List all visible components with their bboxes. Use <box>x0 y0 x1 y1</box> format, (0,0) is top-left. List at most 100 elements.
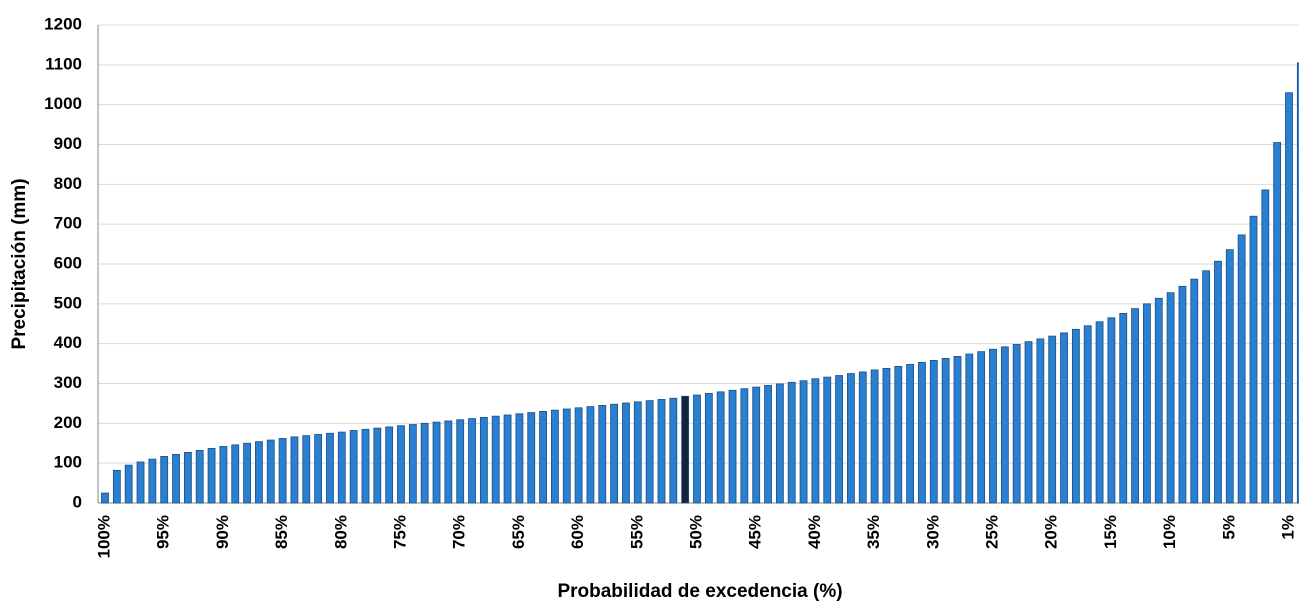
bar <box>1000 346 1009 504</box>
bar <box>610 403 619 504</box>
bar <box>101 492 109 504</box>
y-tick-label: 1000 <box>44 94 82 113</box>
bar <box>195 450 204 504</box>
bar <box>373 427 382 504</box>
bar <box>716 391 725 504</box>
bar <box>870 369 879 504</box>
bar <box>918 361 926 504</box>
bar <box>432 421 441 504</box>
bar <box>1095 321 1104 504</box>
bar <box>775 383 784 504</box>
bar <box>1036 338 1045 504</box>
bar <box>420 422 429 504</box>
bar <box>1190 278 1199 504</box>
x-tick-label: 65% <box>509 515 528 549</box>
bar <box>752 386 761 504</box>
bar <box>456 419 465 504</box>
y-tick-label: 200 <box>54 413 82 432</box>
bar <box>172 454 180 504</box>
bar <box>811 378 820 504</box>
bar <box>989 348 997 504</box>
bar <box>657 399 666 504</box>
bar <box>740 388 749 504</box>
bar <box>645 400 654 504</box>
bar <box>894 365 903 504</box>
bar <box>562 408 571 504</box>
x-tick-label: 100% <box>94 515 113 558</box>
bar <box>1024 341 1033 504</box>
bar <box>929 359 938 504</box>
bar <box>243 442 251 504</box>
bar <box>1178 285 1187 504</box>
x-tick-label: 35% <box>864 515 883 549</box>
bar <box>1154 297 1163 504</box>
bar <box>1261 189 1270 504</box>
y-tick-label: 500 <box>54 293 82 312</box>
bar <box>574 407 583 504</box>
bar <box>207 448 216 504</box>
bar <box>693 394 701 504</box>
bar <box>882 367 891 504</box>
bar <box>586 406 595 504</box>
bar <box>1285 92 1293 504</box>
bar <box>977 351 986 504</box>
bar <box>1225 249 1234 504</box>
x-tick-label: 15% <box>1101 515 1120 549</box>
bar <box>1143 303 1151 504</box>
bar <box>219 446 228 504</box>
x-tick-label: 90% <box>213 515 232 549</box>
bar <box>1048 335 1057 504</box>
bar <box>835 375 843 504</box>
bar <box>255 441 263 504</box>
bar <box>941 358 950 504</box>
bar <box>965 353 974 504</box>
bar <box>847 373 855 504</box>
bar <box>1060 332 1068 504</box>
bar <box>1131 308 1139 504</box>
bar <box>906 363 915 504</box>
x-tick-label: 60% <box>568 515 587 549</box>
bar <box>1166 292 1175 504</box>
bar <box>479 416 488 504</box>
bar <box>799 380 808 504</box>
bar <box>397 425 405 504</box>
x-tick-label: 5% <box>1219 515 1238 540</box>
x-tick-label: 20% <box>1042 515 1061 549</box>
bar <box>551 409 559 504</box>
x-tick-label: 95% <box>154 515 173 549</box>
bar <box>183 452 192 504</box>
bar <box>503 414 512 504</box>
bar <box>302 435 311 504</box>
bar <box>953 356 962 504</box>
bar <box>1296 62 1299 504</box>
y-tick-label: 900 <box>54 134 82 153</box>
bar <box>633 401 642 504</box>
bar <box>858 371 867 504</box>
bar <box>823 376 832 504</box>
x-tick-label: 10% <box>1160 515 1179 549</box>
bar <box>314 434 323 504</box>
y-tick-label: 800 <box>54 174 82 193</box>
x-tick-label: 80% <box>331 515 350 549</box>
bar <box>669 397 678 504</box>
y-tick-label: 1100 <box>45 54 82 73</box>
bar <box>160 455 169 504</box>
bar <box>764 385 772 504</box>
bar <box>1119 312 1128 504</box>
y-tick-label: 0 <box>73 492 82 511</box>
y-tick-label: 1200 <box>44 14 82 33</box>
bar <box>787 381 796 504</box>
y-tick-label: 100 <box>54 453 82 472</box>
x-tick-label: 40% <box>805 515 824 549</box>
bar <box>148 458 157 504</box>
bar <box>539 410 547 504</box>
x-tick-label: 30% <box>923 515 942 549</box>
x-tick-label: 25% <box>982 515 1001 549</box>
bar <box>598 405 607 504</box>
bar <box>385 426 394 504</box>
x-axis-title: Probabilidad de excedencia (%) <box>557 581 842 602</box>
x-tick-label: 75% <box>390 515 409 549</box>
bar <box>1071 328 1080 504</box>
bar <box>1083 325 1092 504</box>
x-tick-label: 85% <box>272 515 291 549</box>
